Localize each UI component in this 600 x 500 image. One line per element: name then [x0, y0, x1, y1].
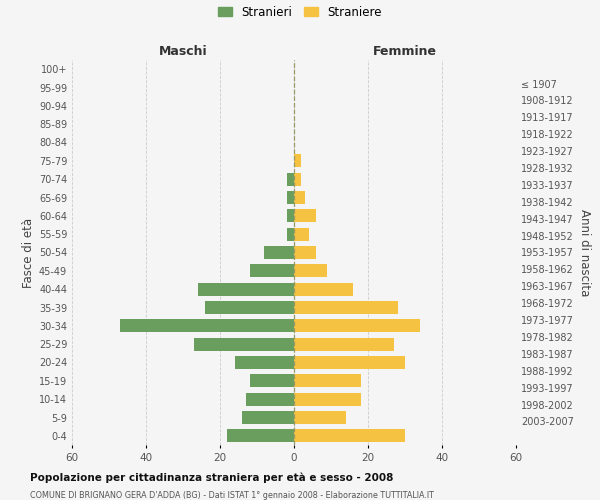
Bar	[294, 154, 301, 168]
Bar	[294, 172, 301, 186]
Y-axis label: Fasce di età: Fasce di età	[22, 218, 35, 288]
Bar	[246, 392, 294, 406]
Y-axis label: Anni di nascita: Anni di nascita	[578, 209, 591, 296]
Bar	[198, 282, 294, 296]
Bar	[294, 319, 420, 332]
Bar	[287, 228, 294, 241]
Bar	[294, 191, 305, 204]
Bar	[242, 411, 294, 424]
Bar	[294, 228, 309, 241]
Bar	[194, 338, 294, 351]
Bar	[294, 264, 328, 278]
Bar	[294, 392, 361, 406]
Legend: Stranieri, Straniere: Stranieri, Straniere	[213, 1, 387, 24]
Bar	[294, 429, 405, 442]
Bar	[294, 282, 353, 296]
Text: COMUNE DI BRIGNANO GERA D'ADDA (BG) - Dati ISTAT 1° gennaio 2008 - Elaborazione : COMUNE DI BRIGNANO GERA D'ADDA (BG) - Da…	[30, 491, 434, 500]
Text: Femmine: Femmine	[373, 45, 437, 58]
Bar	[287, 209, 294, 222]
Text: Popolazione per cittadinanza straniera per età e sesso - 2008: Popolazione per cittadinanza straniera p…	[30, 472, 394, 483]
Bar	[287, 172, 294, 186]
Bar	[294, 209, 316, 222]
Bar	[205, 301, 294, 314]
Bar	[294, 246, 316, 259]
Bar	[265, 246, 294, 259]
Bar	[294, 338, 394, 351]
Bar	[250, 374, 294, 388]
Bar	[294, 374, 361, 388]
Bar	[120, 319, 294, 332]
Bar	[250, 264, 294, 278]
Bar	[227, 429, 294, 442]
Bar	[235, 356, 294, 369]
Bar	[294, 356, 405, 369]
Bar	[294, 301, 398, 314]
Bar	[287, 191, 294, 204]
Bar	[294, 411, 346, 424]
Text: Maschi: Maschi	[158, 45, 208, 58]
